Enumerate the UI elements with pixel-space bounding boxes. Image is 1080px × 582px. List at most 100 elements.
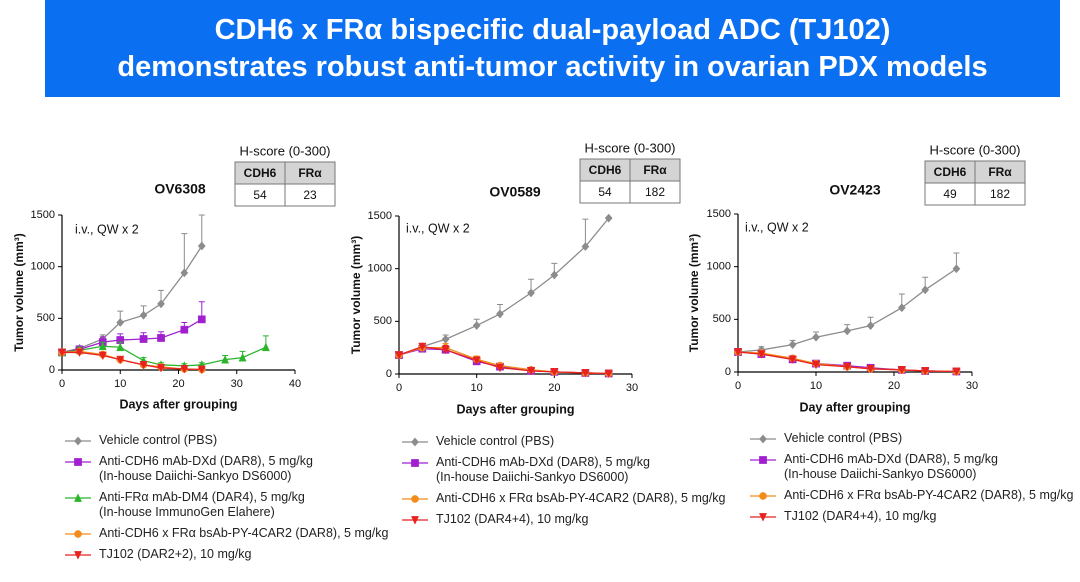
legend-symbol bbox=[750, 456, 776, 464]
legend: Vehicle control (PBS) Anti-CDH6 mAb-DXd (… bbox=[400, 434, 725, 527]
marker bbox=[261, 342, 270, 352]
marker bbox=[418, 342, 427, 352]
legend-symbol bbox=[65, 458, 91, 466]
series-line bbox=[398, 217, 610, 356]
marker bbox=[180, 268, 189, 278]
series-line bbox=[61, 318, 203, 354]
marker bbox=[98, 341, 107, 351]
marker bbox=[604, 369, 613, 379]
error-bar bbox=[181, 233, 188, 273]
marker bbox=[157, 334, 165, 342]
y-axis-label: Tumor volume (mm³) bbox=[349, 236, 363, 354]
marker bbox=[759, 434, 767, 444]
legend-symbol bbox=[750, 434, 776, 444]
legend-entry: TJ102 (DAR2+2), 10 mg/kg bbox=[63, 547, 388, 562]
x-axis-label: Days after grouping bbox=[119, 397, 237, 411]
marker bbox=[866, 364, 875, 374]
marker bbox=[139, 335, 148, 343]
y-tick-label: 500 bbox=[37, 312, 55, 324]
marker bbox=[157, 364, 166, 373]
marker bbox=[180, 365, 189, 374]
legend-label: Vehicle control (PBS) bbox=[99, 433, 218, 447]
x-tick-label: 10 bbox=[810, 380, 822, 392]
series bbox=[395, 342, 613, 379]
y-tick-label: 1000 bbox=[31, 261, 55, 273]
marker bbox=[527, 288, 535, 298]
marker bbox=[759, 513, 767, 522]
marker bbox=[180, 325, 189, 334]
error-bar bbox=[198, 214, 205, 246]
y-tick-label: 1500 bbox=[707, 208, 731, 220]
x-tick-label: 0 bbox=[396, 382, 402, 394]
x-tick-label: 10 bbox=[114, 378, 126, 390]
marker bbox=[139, 360, 148, 370]
marker bbox=[472, 321, 481, 331]
y-tick-label: 1500 bbox=[31, 209, 55, 221]
legend-entry: Vehicle control (PBS) bbox=[63, 433, 388, 448]
marker bbox=[757, 350, 766, 359]
marker bbox=[197, 315, 206, 324]
marker bbox=[74, 551, 82, 560]
marker bbox=[74, 436, 82, 446]
marker bbox=[197, 241, 206, 251]
legend-entry: Anti-CDH6 x FRα bsAb-PY-4CAR2 (DAR8), 5 … bbox=[63, 526, 388, 541]
marker bbox=[157, 299, 165, 309]
legend-label: Anti-CDH6 mAb-DXd (DAR8), 5 mg/kg (In-ho… bbox=[436, 455, 650, 484]
marker bbox=[116, 317, 125, 327]
marker bbox=[197, 365, 206, 375]
marker bbox=[411, 516, 419, 525]
legend-label: Anti-CDH6 x FRα bsAb-PY-4CAR2 (DAR8), 5 … bbox=[436, 491, 726, 505]
marker bbox=[812, 360, 820, 370]
annotation: i.v., QW x 2 bbox=[406, 221, 470, 235]
series-line bbox=[62, 351, 202, 371]
header-title-line: CDH6 x FRα bispecific dual-payload ADC (… bbox=[214, 13, 891, 46]
table-column-header: CDH6 bbox=[589, 163, 622, 177]
y-tick-label: 1500 bbox=[368, 210, 392, 222]
marker bbox=[897, 366, 906, 375]
legend-symbol bbox=[65, 493, 91, 502]
y-axis-label: Tumor volume (mm³) bbox=[687, 234, 701, 352]
table-title: H-score (0-300) bbox=[584, 140, 675, 155]
y-tick-label: 0 bbox=[49, 364, 55, 376]
x-tick-label: 0 bbox=[59, 378, 65, 390]
legend-entry: Anti-CDH6 mAb-DXd (DAR8), 5 mg/kg (In-ho… bbox=[400, 455, 725, 485]
marker bbox=[238, 352, 247, 362]
marker bbox=[441, 334, 450, 344]
marker bbox=[472, 356, 481, 365]
series-line bbox=[737, 268, 957, 353]
table-cell: 49 bbox=[943, 187, 957, 201]
header-title-line: demonstrates robust anti-tumor activity … bbox=[117, 50, 988, 83]
table-column-header: FRα bbox=[298, 166, 322, 180]
marker bbox=[74, 493, 82, 502]
annotation: i.v., QW x 2 bbox=[745, 220, 809, 234]
chart-title: OV2423 bbox=[829, 182, 881, 198]
marker bbox=[116, 342, 125, 352]
table-title: H-score (0-300) bbox=[239, 143, 330, 158]
series-line bbox=[398, 345, 609, 375]
marker bbox=[952, 367, 961, 377]
legend-label: Vehicle control (PBS) bbox=[436, 434, 555, 448]
legend-symbol bbox=[750, 492, 776, 500]
x-tick-label: 40 bbox=[289, 378, 301, 390]
x-tick-label: 0 bbox=[735, 380, 741, 392]
marker bbox=[952, 264, 961, 274]
table-cell: 23 bbox=[303, 188, 317, 202]
marker bbox=[788, 340, 797, 350]
legend-symbol bbox=[65, 551, 91, 560]
series bbox=[395, 213, 613, 360]
marker bbox=[843, 362, 852, 372]
series bbox=[734, 252, 961, 357]
legend-symbol bbox=[65, 530, 91, 538]
marker bbox=[866, 321, 875, 331]
marker bbox=[58, 348, 66, 358]
marker bbox=[411, 437, 419, 447]
x-tick-label: 10 bbox=[471, 382, 483, 394]
legend-label: Anti-CDH6 x FRα bsAb-PY-4CAR2 (DAR8), 5 … bbox=[99, 526, 389, 540]
legend-entry: TJ102 (DAR4+4), 10 mg/kg bbox=[748, 509, 1073, 524]
legend-label: Anti-CDH6 mAb-DXd (DAR8), 5 mg/kg (In-ho… bbox=[784, 452, 998, 481]
x-tick-label: 20 bbox=[548, 382, 560, 394]
legend-label: Anti-CDH6 x FRα bsAb-PY-4CAR2 (DAR8), 5 … bbox=[784, 488, 1074, 502]
marker bbox=[527, 366, 536, 376]
y-tick-label: 500 bbox=[713, 313, 731, 325]
